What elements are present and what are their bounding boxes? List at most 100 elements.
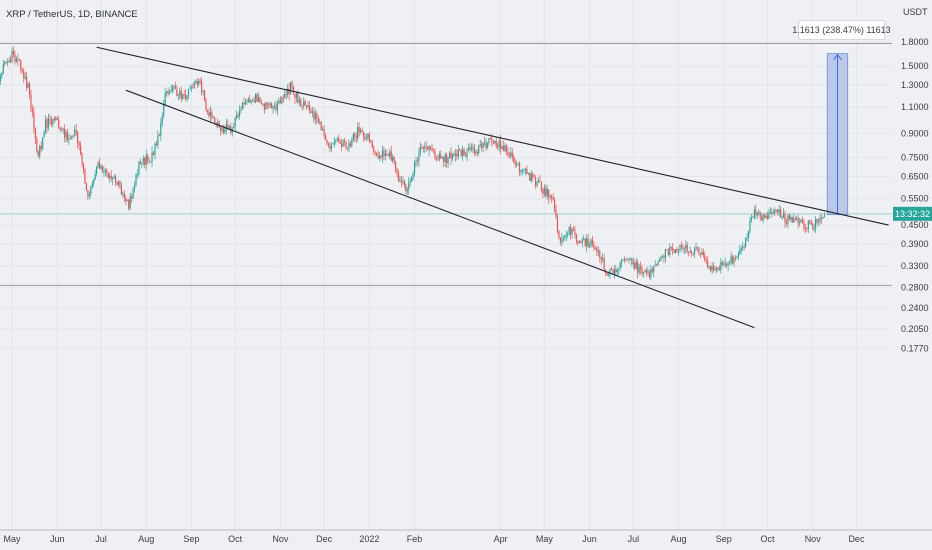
- candle-body: [21, 70, 23, 71]
- x-tick-label: May: [536, 534, 554, 544]
- candle-body: [696, 247, 699, 249]
- candle-body: [454, 153, 456, 156]
- candle-body: [292, 86, 295, 95]
- candle-body: [583, 238, 585, 240]
- price-axis[interactable]: 1.8000 1.5000 1.3000 1.1000 0.9000 0.7500 0.65…: [893, 37, 932, 353]
- candle-body: [616, 269, 618, 273]
- candle-body: [166, 91, 168, 94]
- candle-body: [397, 173, 400, 182]
- candle-body: [250, 101, 252, 103]
- candle-body: [94, 173, 96, 180]
- candle-body: [411, 177, 413, 182]
- candle-body: [567, 233, 569, 236]
- candle-body: [132, 189, 134, 199]
- candle-body: [360, 130, 362, 133]
- candle-body: [160, 122, 162, 136]
- candle-body: [59, 127, 61, 130]
- candle-body: [387, 155, 389, 157]
- candle-body: [303, 101, 305, 106]
- candle-body: [425, 146, 427, 148]
- candle-body: [758, 211, 760, 213]
- candle-body: [338, 138, 340, 143]
- candle-body: [128, 199, 130, 209]
- candle-body: [9, 60, 12, 62]
- candle-body: [527, 172, 529, 175]
- candle-body: [672, 247, 674, 250]
- candle-body: [362, 132, 365, 137]
- candle-body: [380, 155, 382, 158]
- candle-body: [600, 257, 602, 260]
- candle-body: [726, 263, 728, 266]
- y-tick-label: 0.1770: [901, 343, 929, 353]
- candle-body: [269, 103, 271, 106]
- candle-body: [809, 220, 811, 222]
- candle-body: [103, 171, 105, 173]
- trendlines[interactable]: [96, 46, 889, 329]
- candle-body: [218, 121, 220, 128]
- candle-body: [403, 181, 405, 185]
- candle-body: [492, 142, 494, 144]
- candle-body: [676, 249, 678, 251]
- candle-body: [448, 152, 451, 159]
- candle-body: [578, 241, 580, 244]
- candle-body: [33, 112, 35, 129]
- candle-body: [101, 165, 104, 172]
- candle-body: [408, 182, 410, 190]
- candle-body: [18, 60, 20, 62]
- candle-body: [431, 148, 433, 151]
- candle-body: [804, 228, 807, 230]
- candle-body: [176, 88, 178, 96]
- candle-body: [308, 105, 311, 112]
- y-tick-label: 0.9000: [901, 129, 929, 139]
- candle-body: [667, 250, 669, 255]
- candle-body: [405, 184, 407, 192]
- candle-body: [180, 91, 182, 99]
- candle-body: [478, 145, 480, 154]
- candle-body: [692, 252, 694, 254]
- projection-measure[interactable]: 1.1613 (238.47%) 11613: [792, 20, 891, 216]
- candle-body: [602, 258, 604, 260]
- candle-body: [43, 131, 45, 138]
- candle-body: [640, 266, 642, 269]
- candle-body: [30, 94, 32, 110]
- candle-body: [819, 217, 821, 222]
- candle-body: [546, 189, 548, 197]
- candle-body: [243, 102, 245, 105]
- candle-body: [495, 141, 497, 147]
- candle-body: [310, 111, 312, 114]
- candle-body: [545, 187, 547, 197]
- candle-body: [120, 185, 123, 195]
- time-axis[interactable]: May Jun Jul Aug Sep Oct Nov Dec 2022 Feb Apr May Jun…: [0, 529, 932, 544]
- candle-body: [623, 259, 626, 261]
- candle-body: [221, 128, 223, 131]
- candle-body: [730, 256, 732, 263]
- candle-body: [638, 266, 640, 273]
- candle-body: [772, 213, 774, 215]
- candle-body: [479, 143, 481, 146]
- candle-body: [106, 169, 108, 173]
- candle-body: [521, 169, 524, 171]
- candle-body: [642, 272, 645, 274]
- candle-body: [430, 146, 432, 149]
- y-tick-label: 0.3900: [901, 239, 929, 249]
- candle-body: [765, 215, 767, 218]
- candle-body: [233, 126, 235, 129]
- candle-body: [42, 137, 44, 149]
- candle-body: [209, 112, 211, 117]
- candle-body: [144, 158, 146, 165]
- candle-body: [332, 142, 334, 145]
- candle-body: [183, 94, 185, 95]
- candle-body: [714, 269, 716, 271]
- candle-body: [370, 140, 372, 143]
- x-tick-label: Dec: [848, 534, 865, 544]
- candle-body: [20, 60, 22, 71]
- candle-body: [284, 93, 286, 99]
- candle-body: [739, 249, 741, 255]
- candle-body: [190, 87, 193, 89]
- candle-body: [597, 251, 599, 253]
- candle-body: [778, 209, 780, 213]
- y-tick-label: 0.2800: [901, 283, 929, 293]
- candle-body: [119, 181, 121, 186]
- candle-body: [689, 251, 691, 253]
